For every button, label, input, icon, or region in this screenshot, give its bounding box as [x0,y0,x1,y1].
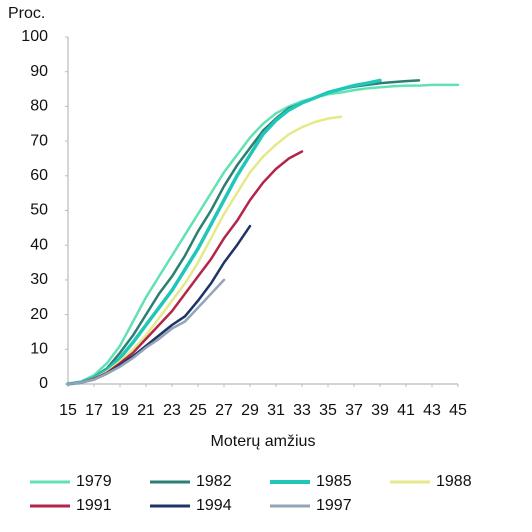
legend-label: 1982 [196,473,232,490]
series-line [66,278,226,386]
x-tick-label: 37 [345,402,363,419]
legend-label: 1997 [316,497,352,514]
legend-label: 1985 [316,473,352,490]
y-tick-label: 80 [30,98,48,115]
legend-label: 1988 [436,473,472,490]
x-tick-label: 41 [397,402,415,419]
y-tick-label: 0 [39,375,48,392]
y-tick-label: 100 [21,28,48,45]
y-tick-label: 70 [30,132,48,149]
y-tick-label: 60 [30,167,48,184]
y-tick-label: 50 [30,202,48,219]
y-tick-label: 40 [30,236,48,253]
x-tick-label: 45 [449,402,467,419]
series-line [66,115,343,386]
series-line [66,79,421,386]
x-tick-label: 35 [319,402,337,419]
x-tick-label: 27 [215,402,233,419]
x-tick-label: 39 [371,402,389,419]
y-tick-label: 10 [30,341,48,358]
x-axis-label: Moterų amžius [211,433,316,450]
x-tick-label: 21 [137,402,155,419]
x-tick-label: 17 [85,402,103,419]
series-line [66,83,460,386]
x-tick-label: 31 [267,402,285,419]
x-tick-label: 23 [163,402,181,419]
y-tick-label: 30 [30,271,48,288]
x-tick-label: 33 [293,402,311,419]
y-tick-label: 90 [30,63,48,80]
x-tick-label: 43 [423,402,441,419]
x-tick-label: 15 [59,402,77,419]
legend-label: 1994 [196,497,232,514]
x-tick-label: 29 [241,402,259,419]
y-tick-label: 20 [30,306,48,323]
legend-label: 1991 [76,497,112,514]
x-tick-label: 25 [189,402,207,419]
legend-label: 1979 [76,473,112,490]
x-tick-label: 19 [111,402,129,419]
y-axis-label: Proc. [8,5,45,22]
series-line [66,78,382,386]
